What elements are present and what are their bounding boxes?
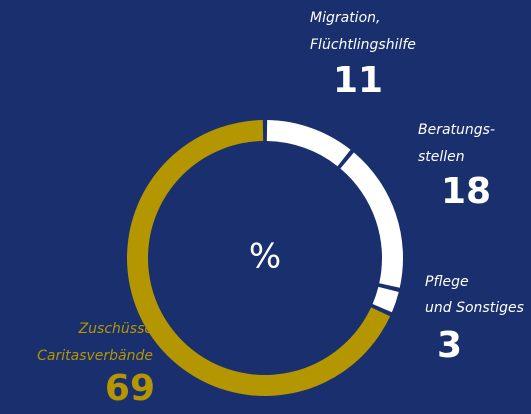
category-label: Zuschüsse (78, 321, 153, 337)
category-label: Migration, (310, 10, 380, 26)
value-label: 69 (105, 368, 155, 409)
category-label: und Sonstiges (425, 300, 524, 316)
category-label: Beratungs- (418, 122, 495, 138)
value-label: 3 (437, 325, 462, 366)
value-label: 18 (441, 171, 491, 212)
category-label: Caritasverbände (37, 348, 153, 364)
donut-segment (372, 286, 399, 313)
category-label: Flüchtlingshilfe (310, 37, 416, 53)
center-label: % (249, 237, 281, 277)
value-label: 11 (333, 60, 383, 101)
category-label: Pflege (425, 274, 469, 290)
donut-segment (266, 120, 351, 167)
donut-segment (340, 152, 403, 288)
category-label: stellen (418, 149, 465, 165)
